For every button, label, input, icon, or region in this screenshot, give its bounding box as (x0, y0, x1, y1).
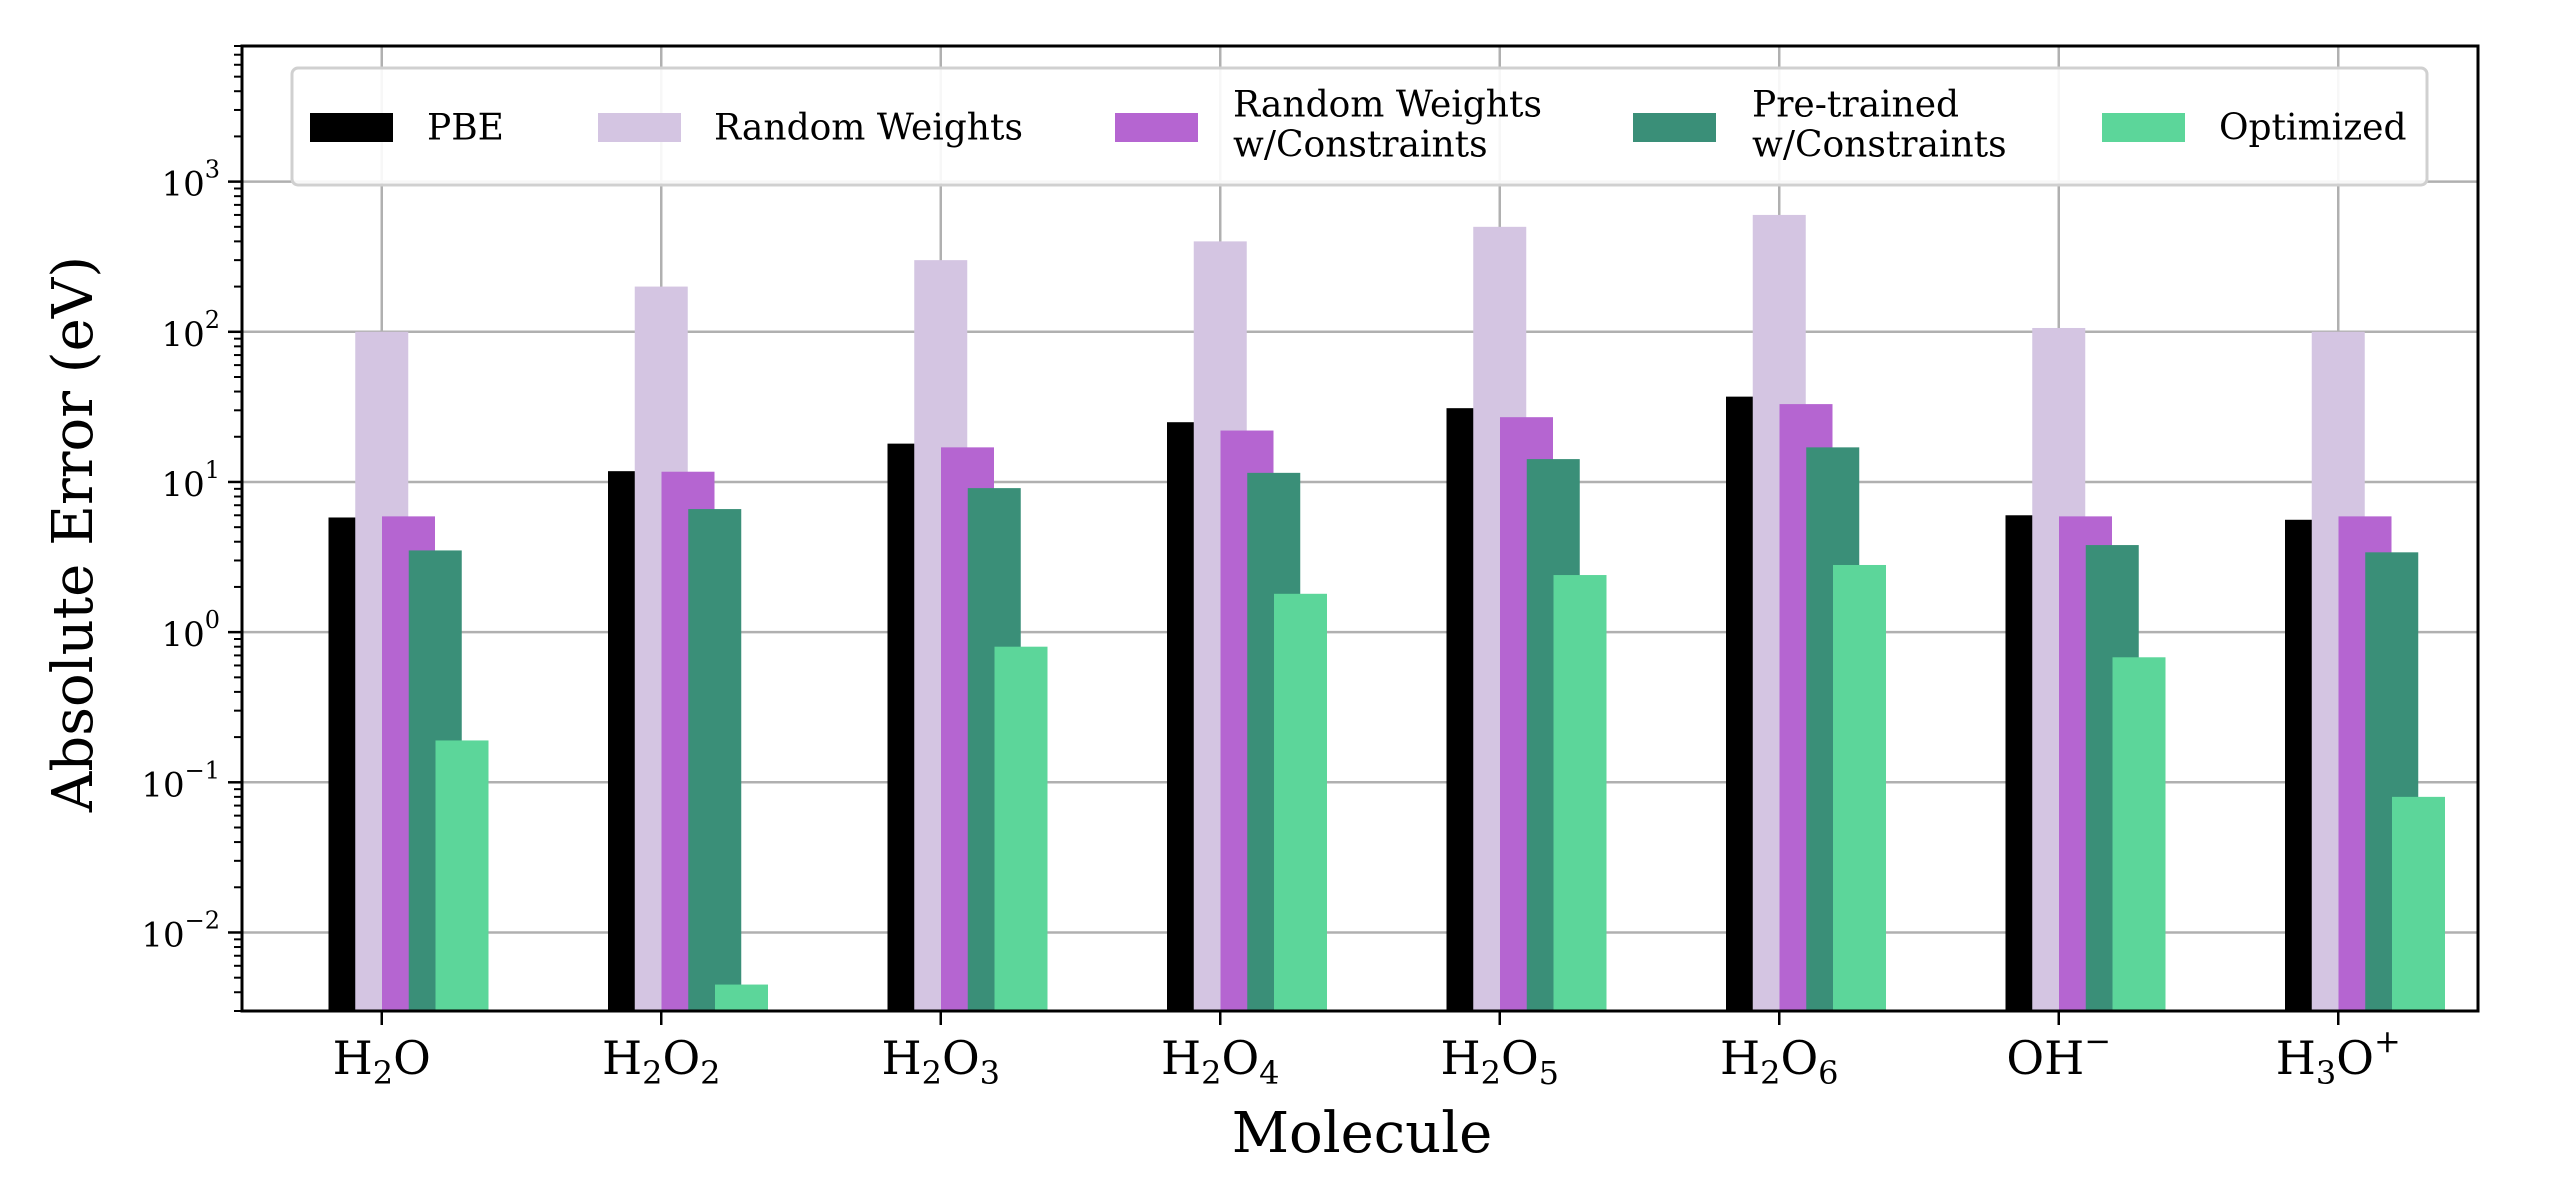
x-tick-label: H2O5 (1440, 1031, 1559, 1092)
legend-label: Optimized (2219, 108, 2407, 149)
x-axis-title: Molecule (1232, 1101, 1493, 1166)
legend-swatch (2102, 113, 2185, 142)
legend-swatch (1633, 113, 1716, 142)
legend-swatch (598, 113, 681, 142)
x-tick-label: H2O3 (881, 1031, 1000, 1092)
legend-swatch (1115, 113, 1198, 142)
plot-frame (240, 44, 2480, 1013)
x-tick-label: H2O4 (1161, 1031, 1280, 1092)
bar-optimized (1274, 593, 1327, 1011)
bar-pre-trained (688, 509, 742, 1011)
y-tick-label: 103 (161, 156, 220, 205)
x-tick-label: OH− (2006, 1022, 2111, 1085)
y-tick-label: 100 (161, 606, 220, 655)
bar-optimized (2392, 796, 2445, 1011)
legend-label: w/Constraints (1233, 125, 1488, 166)
bar-optimized (435, 740, 489, 1011)
x-tick-label: H2O2 (602, 1031, 721, 1092)
legend-label: Pre-trained (1752, 85, 1959, 126)
bar-optimized (2112, 657, 2166, 1011)
legend-label: w/Constraints (1752, 125, 2007, 166)
legend-label: Random Weights (1233, 85, 1542, 126)
x-tick-label: H2O6 (1720, 1031, 1839, 1092)
bar-optimized (1553, 575, 1607, 1011)
legend-label: PBE (427, 108, 504, 149)
legend-entry: Random Weights (598, 108, 1023, 149)
y-tick-label: 101 (161, 456, 220, 505)
y-tick-label: 102 (161, 306, 220, 355)
legend-swatch (310, 113, 393, 142)
bars (328, 214, 2445, 1012)
legend-box (290, 66, 2429, 187)
x-tick-label: H3O+ (2276, 1022, 2401, 1092)
y-axis-title: Absolute Error (eV) (41, 256, 106, 813)
y-tick-label: 10−1 (141, 756, 220, 805)
legend-entry: Optimized (2102, 108, 2407, 149)
axes: 10−2 10−1 100 101 102 103 H2O H2O2 H2O3 H2O4 H2O5 H… (141, 44, 2480, 1092)
x-tick-label: H2O (333, 1031, 431, 1092)
bar-optimized (715, 984, 768, 1011)
bar-optimized (994, 646, 1048, 1011)
y-tick-label: 10−2 (141, 906, 220, 955)
bar-optimized (1833, 564, 1886, 1011)
legend-entry: PBE (310, 108, 504, 149)
legend-label: Random Weights (714, 108, 1023, 149)
